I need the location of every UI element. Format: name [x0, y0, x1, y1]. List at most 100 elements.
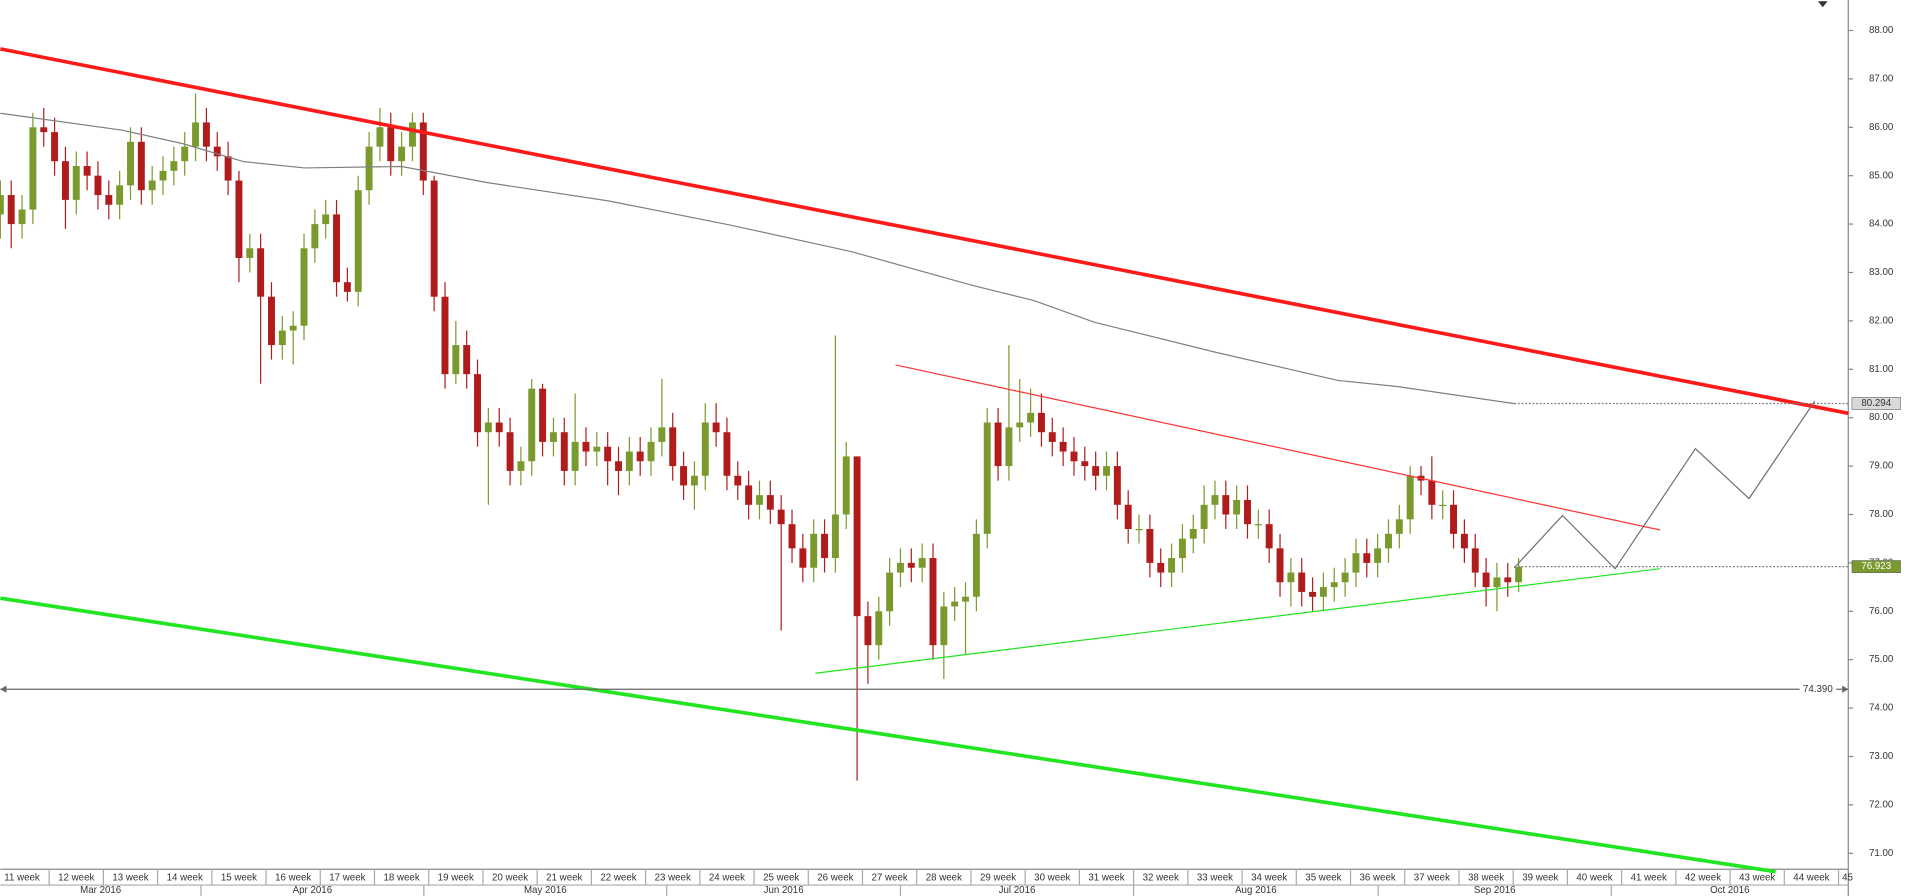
- candle-body: [1385, 533, 1392, 549]
- candle-body: [1515, 566, 1523, 583]
- candle-body: [593, 446, 601, 452]
- candle-body: [1341, 572, 1349, 583]
- candle-body: [333, 214, 341, 283]
- price-label-box: [1851, 397, 1901, 410]
- candle-body: [40, 127, 48, 133]
- trend-line: [0, 112, 1515, 405]
- x-tick-label: 43 week: [1739, 872, 1775, 883]
- candle-body: [539, 388, 547, 442]
- y-tick-label: 82.00: [1869, 315, 1894, 326]
- x-tick-label: 28 week: [926, 872, 962, 883]
- candle-body: [929, 558, 937, 646]
- candle-body: [1309, 591, 1317, 597]
- candle-body: [615, 461, 622, 471]
- candle-body: [1048, 432, 1056, 442]
- candle-body: [0, 195, 4, 215]
- month-label: Mar 2016: [80, 885, 121, 896]
- candle-body: [408, 122, 416, 147]
- x-tick-label: 34 week: [1251, 872, 1287, 883]
- candle-body: [734, 475, 742, 486]
- x-tick-label: 12 week: [58, 872, 94, 883]
- y-tick-label: 88.00: [1869, 25, 1894, 36]
- candle-body: [83, 166, 91, 176]
- x-tick-label: 35 week: [1305, 872, 1341, 883]
- x-tick-label: 38 week: [1468, 872, 1504, 883]
- candle-body: [788, 524, 796, 549]
- candle-body: [962, 596, 970, 602]
- month-label: May 2016: [524, 885, 567, 896]
- candle-body: [1200, 504, 1208, 530]
- candle-body: [1092, 466, 1100, 476]
- candle-body: [831, 514, 839, 559]
- menu-arrow[interactable]: [1817, 1, 1828, 8]
- candle-body: [235, 180, 243, 258]
- y-tick-label: 87.00: [1869, 73, 1894, 84]
- candle-body: [1005, 427, 1013, 467]
- candle-body: [517, 461, 525, 471]
- x-tick-label: 24 week: [709, 872, 745, 883]
- y-tick-label: 79.00: [1869, 461, 1894, 472]
- candle-body: [842, 456, 850, 515]
- y-tick-label: 84.00: [1869, 219, 1894, 230]
- candle-body: [994, 422, 1002, 467]
- candle-body: [766, 495, 774, 510]
- candle-body: [1330, 582, 1338, 588]
- x-tick-label: 20 week: [492, 872, 528, 883]
- price-label: 74.390: [1803, 684, 1833, 695]
- x-tick-label: 21 week: [546, 872, 582, 883]
- candle-body: [1439, 504, 1447, 507]
- candle-body: [1016, 422, 1024, 428]
- candle-body: [690, 475, 698, 486]
- candle-body: [430, 180, 438, 297]
- candle-body: [669, 427, 677, 467]
- trend-line: [1513, 400, 1816, 570]
- y-tick-label: 78.00: [1869, 509, 1894, 520]
- candle-body: [1124, 504, 1132, 530]
- candle-body: [398, 146, 406, 162]
- month-label: Jun 2016: [764, 885, 804, 896]
- candle-body: [1059, 441, 1067, 452]
- x-tick-label: 30 week: [1034, 872, 1070, 883]
- candle-body: [463, 345, 471, 375]
- candle-body: [983, 422, 991, 534]
- candle-body: [1168, 558, 1176, 573]
- candle-body: [72, 166, 80, 200]
- x-tick-label: 29 week: [980, 872, 1016, 883]
- month-label: Jul 2016: [999, 885, 1036, 896]
- candle-body: [658, 427, 666, 442]
- candle-body: [951, 601, 959, 607]
- price-label-bg: [1799, 683, 1837, 696]
- x-tick-label: 36 week: [1360, 872, 1396, 883]
- candle-body: [181, 146, 189, 162]
- trend-line: [815, 568, 1661, 674]
- price-label-box: [1851, 560, 1901, 573]
- y-tick-label: 71.00: [1869, 848, 1894, 859]
- candle-body: [365, 146, 373, 191]
- candle-body: [495, 422, 503, 433]
- y-tick-label: 80.00: [1869, 412, 1894, 423]
- price-label: 80.294: [1861, 398, 1891, 409]
- x-tick-label: 18 week: [384, 872, 420, 883]
- candle-body: [1460, 533, 1468, 549]
- candle-body: [864, 616, 872, 646]
- x-tick-label: 26 week: [817, 872, 853, 883]
- x-tick-label: 11 week: [4, 872, 40, 883]
- candle-body: [528, 388, 536, 462]
- x-tick-label: 37 week: [1414, 872, 1450, 883]
- x-tick-label: 42 week: [1685, 872, 1721, 883]
- candle-body: [94, 175, 102, 196]
- x-tick-label: 40 week: [1576, 872, 1612, 883]
- candle-body: [159, 170, 167, 181]
- candle-body: [821, 533, 829, 559]
- x-tick-label: 15 week: [221, 872, 257, 883]
- month-label: Aug 2016: [1235, 885, 1277, 896]
- candle-body: [1493, 577, 1501, 588]
- trend-line: [0, 47, 1849, 416]
- x-tick-label: 27 week: [872, 872, 908, 883]
- candle-body: [756, 495, 763, 505]
- month-label: Sep 2016: [1474, 885, 1516, 896]
- candle-body: [810, 533, 818, 568]
- y-tick-label: 73.00: [1869, 751, 1894, 762]
